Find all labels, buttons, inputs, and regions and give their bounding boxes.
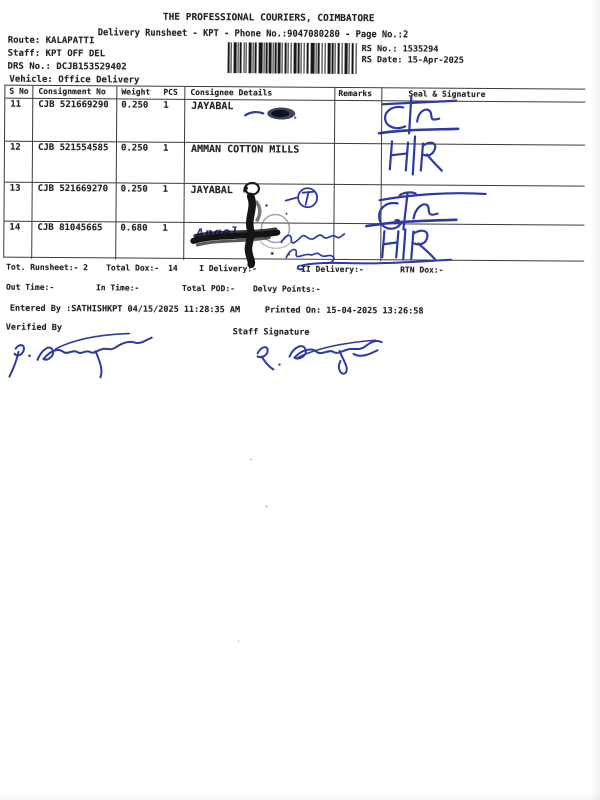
row-14-seal-cell [381, 224, 584, 262]
scan-edge-shadow-bottom [0, 794, 600, 800]
row-11-weight: 0.250 [121, 100, 149, 111]
out-time: Out Time:- [5, 282, 55, 292]
verified-by-label: Verified By [5, 322, 63, 334]
row-11-pcs: 1 [163, 100, 169, 111]
col-header-consignee: Consignee Details [185, 86, 336, 101]
entered-by-line: Entered By :SATHISHKPT 04/15/2025 11:28:… [9, 303, 241, 316]
row-13-remarks [334, 184, 382, 225]
row-11-sno: 11 [5, 98, 34, 142]
row14-handwritten-name: Angel [195, 224, 241, 242]
route-line: Route: KALAPATTI [7, 35, 95, 47]
total-dox-value: 14 [168, 263, 178, 273]
scan-edge-shadow-right [590, 0, 600, 800]
row-12-sno: 12 [4, 141, 34, 183]
row-12-weight: 0.250 [120, 143, 149, 154]
row-14-weight: 0.680 [120, 223, 148, 234]
row-13-pcs: 1 [162, 184, 169, 195]
row-14-weight-pcs: 0.680 1 [116, 222, 185, 260]
row-11-consignee: JAYABAL [185, 99, 336, 144]
col-header-sno: S No [5, 85, 34, 99]
row-12-consignment: CJB 521554585 [32, 141, 118, 184]
i-delivery: I Delivery:- [199, 263, 257, 274]
drs-no-line: DRS No.: DCJB153529402 [7, 61, 127, 73]
row-12-weight-pcs: 0.250 1 [116, 142, 186, 184]
row-13-weight-pcs: 0.250 1 [116, 183, 185, 223]
total-dox-label: Total Dox:- [106, 263, 160, 273]
col-header-pcs: PCS [163, 87, 178, 97]
rtn-dox: RTN Dox:- [400, 265, 444, 275]
row-13-weight: 0.250 [120, 184, 148, 195]
row-13-seal-cell [381, 185, 585, 226]
row-12-seal-cell [381, 144, 585, 187]
delvy-points: Delvy Points:- [252, 284, 321, 294]
row-11-consignment: CJB 521669290 [33, 98, 118, 143]
col-header-consignment: Consignment No [33, 85, 118, 100]
printed-on-line: Printed On: 15-04-2025 13:26:58 [264, 305, 424, 317]
rs-no-line: RS No.: 1535294 [361, 44, 439, 55]
in-time: In Time:- [95, 283, 140, 293]
scan-specks [237, 458, 268, 643]
row-12-consignee: AMMAN COTTON MILLS [184, 142, 336, 185]
row-12-remarks [334, 143, 383, 186]
row-11-remarks [335, 100, 383, 145]
row-12-pcs: 1 [162, 143, 169, 154]
verified-by-signature [8, 332, 153, 379]
rs-date-line: RS Date: 15-Apr-2025 [361, 55, 464, 66]
staff-signature [256, 339, 383, 375]
runsheet-table: S No Consignment No Weight PCS Consignee … [3, 84, 586, 262]
barcode [227, 42, 357, 75]
col-header-weight-pcs: Weight PCS [117, 86, 186, 100]
col-header-weight: Weight [121, 87, 151, 97]
ii-delivery: II Delivery:- [301, 264, 364, 275]
row-14-consignment: CJB 81045665 [32, 221, 117, 260]
row-14-sno: 14 [4, 221, 33, 259]
row-13-sno: 13 [4, 182, 33, 222]
row-13-consignee: JAYABAL [184, 183, 335, 224]
row-14-pcs: 1 [162, 223, 168, 234]
staff-line: Staff: KPT OFF DEL [7, 48, 106, 60]
page-title: THE PROFESSIONAL COURIERS, COIMBATORE [162, 11, 375, 25]
row-11-seal-cell [382, 101, 586, 146]
staff-signature-label: Staff Signature [232, 327, 310, 338]
row-14-remarks [334, 223, 382, 262]
col-header-remarks: Remarks [335, 87, 383, 102]
page-subtitle: Delivery Runsheet - KPT - Phone No.:9047… [97, 27, 409, 41]
row-13-consignment: CJB 521669270 [32, 182, 117, 223]
row-11-weight-pcs: 0.250 1 [117, 99, 186, 143]
tot-runsheet: Tot. Runsheet:- 2 [6, 262, 89, 273]
total-pod: Total POD:- [181, 283, 236, 294]
